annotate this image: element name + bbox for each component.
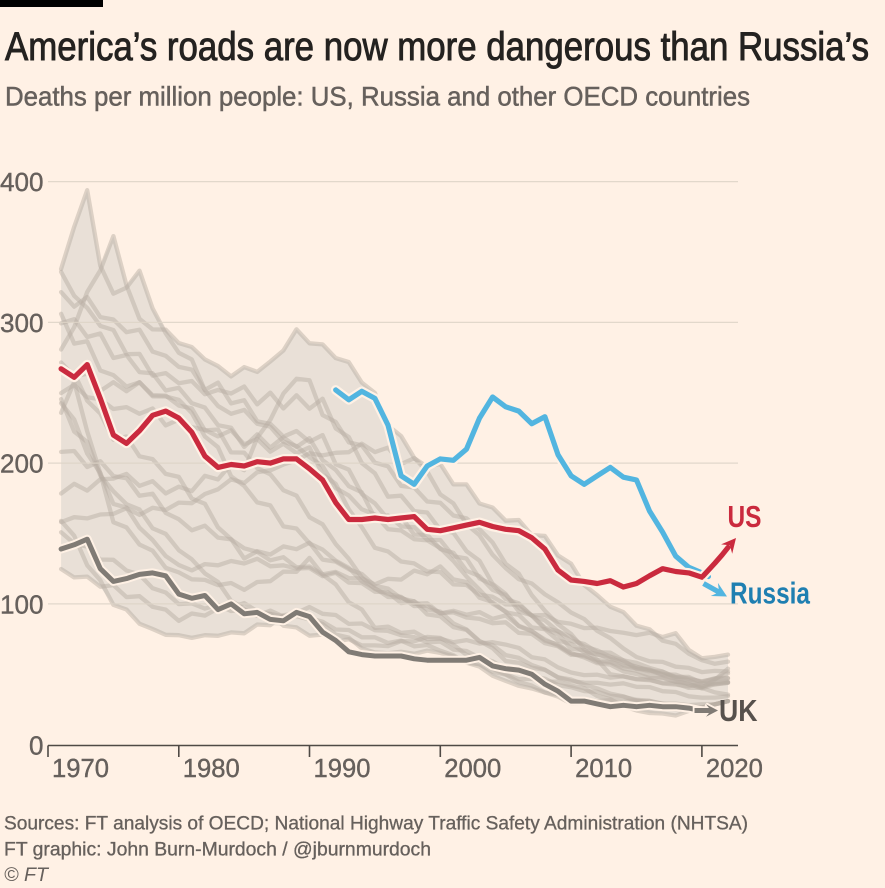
- svg-text:2020: 2020: [706, 753, 763, 783]
- svg-text:2010: 2010: [575, 753, 632, 783]
- svg-text:400: 400: [0, 167, 44, 197]
- svg-text:2000: 2000: [444, 753, 501, 783]
- svg-text:1990: 1990: [314, 753, 371, 783]
- svg-text:100: 100: [0, 589, 44, 619]
- svg-text:Sources: FT analysis of OECD;: Sources: FT analysis of OECD; National H…: [4, 814, 748, 835]
- svg-text:America’s roads are now more d: America’s roads are now more dangerous t…: [5, 25, 869, 69]
- svg-text:Russia: Russia: [730, 576, 811, 611]
- svg-text:0: 0: [29, 731, 43, 761]
- svg-text:US: US: [728, 499, 762, 534]
- svg-text:Deaths per million people: US,: Deaths per million people: US, Russia an…: [5, 82, 750, 112]
- svg-text:1970: 1970: [52, 753, 109, 783]
- svg-text:300: 300: [0, 308, 44, 338]
- svg-text:200: 200: [0, 449, 44, 479]
- svg-text:1980: 1980: [183, 753, 240, 783]
- svg-text:© FT: © FT: [4, 865, 49, 886]
- svg-text:UK: UK: [719, 693, 758, 728]
- svg-text:FT graphic: John Burn-Murdoch: FT graphic: John Burn-Murdoch / @jburnmu…: [4, 840, 431, 861]
